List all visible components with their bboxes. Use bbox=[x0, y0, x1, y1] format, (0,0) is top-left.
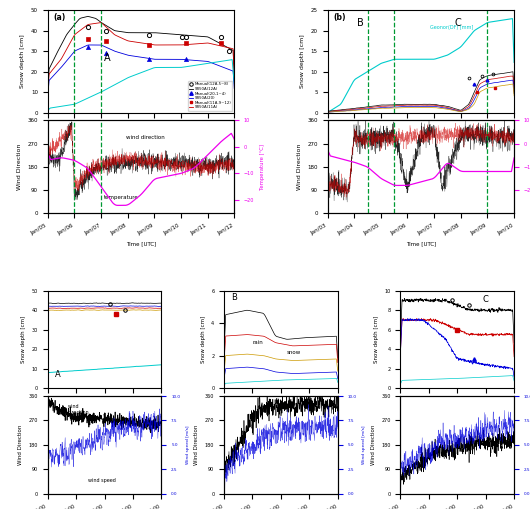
Text: temperature: temperature bbox=[104, 195, 138, 201]
Text: A: A bbox=[55, 370, 60, 379]
X-axis label: Time [UTC]: Time [UTC] bbox=[405, 242, 436, 247]
Text: B: B bbox=[231, 293, 237, 302]
Y-axis label: Snow depth [cm]: Snow depth [cm] bbox=[21, 35, 25, 88]
Y-axis label: Wind Direction: Wind Direction bbox=[370, 425, 376, 465]
Text: wind speed: wind speed bbox=[87, 478, 116, 483]
Text: A: A bbox=[104, 53, 110, 63]
Y-axis label: Wind Direction: Wind Direction bbox=[297, 144, 302, 190]
Text: (b): (b) bbox=[333, 13, 346, 22]
Legend: Manual(12A,5~8), SR50A(12A), Manual(20,1~4), SR50A(20), Manual(11A,9~12), SR50A(: Manual(12A,5~8), SR50A(12A), Manual(20,1… bbox=[188, 81, 232, 110]
Y-axis label: Wind speed [m/s]: Wind speed [m/s] bbox=[186, 426, 190, 464]
X-axis label: Time [UTC]: Time [UTC] bbox=[126, 242, 156, 247]
Y-axis label: Snow depth [cm]: Snow depth [cm] bbox=[374, 316, 379, 363]
Text: C: C bbox=[482, 295, 488, 304]
Text: wind
direction: wind direction bbox=[68, 404, 90, 415]
Text: snow: snow bbox=[287, 350, 301, 355]
Y-axis label: Snow depth [cm]: Snow depth [cm] bbox=[201, 316, 206, 363]
Text: wind direction: wind direction bbox=[126, 135, 165, 140]
Y-axis label: Wind speed [m/s]: Wind speed [m/s] bbox=[362, 426, 366, 464]
Text: rain: rain bbox=[252, 341, 263, 345]
Text: (a): (a) bbox=[54, 13, 66, 22]
Y-axis label: Wind Direction: Wind Direction bbox=[195, 425, 199, 465]
Text: Geonor(DF) [mm]: Geonor(DF) [mm] bbox=[430, 24, 473, 30]
Y-axis label: Temperature [°C]: Temperature [°C] bbox=[260, 144, 265, 190]
Y-axis label: Snow depth [cm]: Snow depth [cm] bbox=[21, 316, 26, 363]
Text: C: C bbox=[454, 17, 461, 27]
Y-axis label: Snow depth [cm]: Snow depth [cm] bbox=[301, 35, 305, 88]
Y-axis label: Wind Direction: Wind Direction bbox=[17, 144, 22, 190]
Text: B: B bbox=[357, 17, 364, 27]
Y-axis label: Wind Direction: Wind Direction bbox=[18, 425, 23, 465]
